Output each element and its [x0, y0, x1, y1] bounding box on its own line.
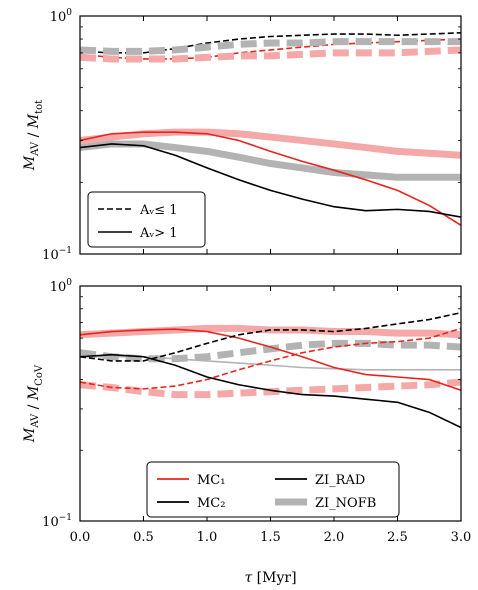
- legend-label: Aᵥ> 1: [139, 226, 178, 241]
- bottom-axes-frame: [79, 285, 462, 522]
- x-tick-label: 2.0: [324, 530, 345, 545]
- top-series-mc2-low-av: [80, 32, 461, 54]
- x-tick-label: 3.0: [451, 530, 472, 545]
- y-tick-exponent: 0: [66, 278, 72, 288]
- top-legend-box: [87, 191, 206, 248]
- bottom-series-mc1-low-av: [80, 327, 461, 390]
- y-tick-exponent: −1: [59, 246, 72, 256]
- top-legend: Aᵥ≤ 1 Aᵥ> 1: [87, 191, 206, 248]
- y-tick-exponent: 0: [66, 8, 72, 18]
- bottom-legend-box: [146, 461, 400, 518]
- top-series-zi-nofb-low-av: [80, 38, 461, 55]
- y-tick-base: 10: [42, 515, 59, 530]
- ylabel-symbol: M: [22, 427, 38, 443]
- bottom-series: [80, 311, 461, 429]
- legend-label: MC₁: [197, 473, 225, 488]
- top-series-zi-rad-high-av: [80, 128, 461, 159]
- ylabel-subscript: tot: [34, 100, 45, 114]
- y-tick-label: 100: [50, 8, 73, 25]
- y-tick-label: 100: [50, 278, 73, 295]
- ylabel-symbol: M: [26, 113, 42, 129]
- top-series-mc1-high-av: [80, 131, 461, 226]
- y-tick-label: 10−1: [42, 513, 72, 530]
- ylabel-symbol: M: [26, 385, 42, 401]
- top-axes-frame: [79, 15, 462, 255]
- legend-label: ZI_RAD: [315, 473, 365, 488]
- top-series-mc2-high-av: [80, 143, 461, 218]
- top-series-mc1-low-av: [80, 38, 461, 60]
- x-tick-label: 1.0: [197, 530, 218, 545]
- ylabel-slash: /: [26, 400, 42, 414]
- bottom-series-mc2-high-av: [80, 353, 461, 429]
- legend-label: MC₂: [197, 496, 225, 511]
- y-tick-exponent: −1: [59, 513, 72, 523]
- y-tick-label: 10−1: [42, 246, 72, 263]
- ylabel-symbol: M: [22, 155, 38, 171]
- x-axis-label: τ [Myr]: [244, 570, 296, 586]
- bottom-series-zi-nofb-low-av: [80, 339, 461, 363]
- top-ylabel: MAV / Mtot: [22, 100, 45, 171]
- ylabel-slash: /: [26, 128, 42, 142]
- legend-label: Aᵥ≤ 1: [139, 203, 178, 218]
- ylabel-subscript: CoV: [34, 364, 45, 386]
- bottom-legend: MC₁ MC₂ ZI_RAD ZI_NOFB: [146, 461, 400, 518]
- x-tick-label: 1.5: [260, 530, 281, 545]
- x-tick-label: 0.0: [70, 530, 91, 545]
- xlabel-unit: [Myr]: [252, 570, 296, 586]
- top-series: [80, 32, 461, 226]
- bottom-ylabel: MAV / MCoV: [22, 364, 45, 443]
- bottom-series-mc1-high-av: [80, 328, 461, 392]
- ylabel-subscript: AV: [30, 141, 41, 157]
- bottom-series-zi-rad-low-av: [80, 378, 461, 399]
- top-series-zi-nofb-high-av: [80, 140, 461, 181]
- xlabel-symbol: τ: [244, 570, 252, 586]
- ylabel-subscript: AV: [30, 413, 41, 429]
- top-series-zi-rad-low-av: [80, 46, 461, 63]
- y-tick-base: 10: [42, 248, 59, 263]
- y-tick-base: 10: [50, 10, 67, 25]
- legend-label: ZI_NOFB: [315, 496, 376, 511]
- bottom-series-mc2-low-av: [80, 311, 461, 362]
- x-tick-label: 2.5: [387, 530, 408, 545]
- x-tick-label: 0.5: [133, 530, 154, 545]
- y-tick-base: 10: [50, 280, 67, 295]
